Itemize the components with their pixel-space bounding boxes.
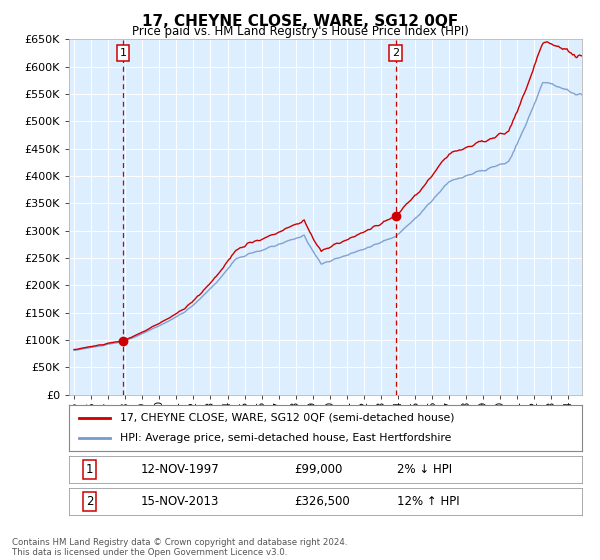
Text: 17, CHEYNE CLOSE, WARE, SG12 0QF (semi-detached house): 17, CHEYNE CLOSE, WARE, SG12 0QF (semi-d… [121,413,455,423]
Text: 17, CHEYNE CLOSE, WARE, SG12 0QF: 17, CHEYNE CLOSE, WARE, SG12 0QF [142,14,458,29]
Text: 12% ↑ HPI: 12% ↑ HPI [397,494,460,508]
Text: 12-NOV-1997: 12-NOV-1997 [141,463,220,476]
Text: 1: 1 [86,463,93,476]
Text: Contains HM Land Registry data © Crown copyright and database right 2024.
This d: Contains HM Land Registry data © Crown c… [12,538,347,557]
Text: 2% ↓ HPI: 2% ↓ HPI [397,463,452,476]
Text: 2: 2 [392,48,399,58]
Text: 2: 2 [86,494,93,508]
Text: £326,500: £326,500 [295,494,350,508]
Text: 1: 1 [119,48,127,58]
Text: 15-NOV-2013: 15-NOV-2013 [141,494,219,508]
Text: Price paid vs. HM Land Registry's House Price Index (HPI): Price paid vs. HM Land Registry's House … [131,25,469,38]
Text: £99,000: £99,000 [295,463,343,476]
Text: HPI: Average price, semi-detached house, East Hertfordshire: HPI: Average price, semi-detached house,… [121,433,452,443]
